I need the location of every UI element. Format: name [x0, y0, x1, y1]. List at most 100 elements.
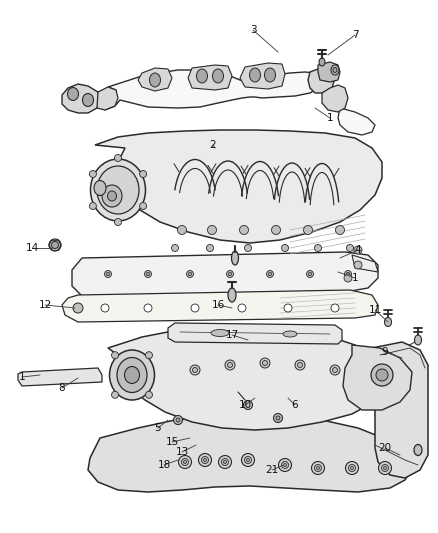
Ellipse shape [303, 225, 312, 235]
Ellipse shape [271, 225, 280, 235]
Ellipse shape [173, 416, 182, 424]
Text: 7: 7 [351, 30, 357, 40]
Polygon shape [321, 85, 347, 112]
Ellipse shape [283, 304, 291, 312]
Ellipse shape [268, 272, 271, 276]
Ellipse shape [294, 360, 304, 370]
Ellipse shape [221, 458, 228, 465]
Polygon shape [138, 68, 172, 91]
Text: 18: 18 [157, 460, 170, 470]
Ellipse shape [278, 458, 291, 472]
Ellipse shape [146, 272, 149, 276]
Ellipse shape [106, 272, 110, 276]
Ellipse shape [348, 464, 355, 472]
Ellipse shape [183, 461, 186, 464]
Ellipse shape [201, 456, 208, 464]
Polygon shape [108, 328, 384, 430]
Text: 20: 20 [378, 443, 391, 453]
Ellipse shape [353, 246, 361, 254]
Ellipse shape [223, 461, 226, 464]
Polygon shape [18, 368, 102, 386]
Polygon shape [307, 68, 334, 93]
Ellipse shape [297, 362, 302, 367]
Polygon shape [351, 255, 377, 272]
Ellipse shape [145, 352, 152, 359]
Ellipse shape [107, 191, 116, 201]
Ellipse shape [171, 245, 178, 252]
Ellipse shape [343, 274, 351, 282]
Text: 21: 21 [265, 465, 278, 475]
Ellipse shape [378, 462, 391, 474]
Ellipse shape [335, 225, 344, 235]
Text: 9: 9 [381, 347, 388, 357]
Ellipse shape [316, 466, 319, 470]
Ellipse shape [225, 360, 234, 370]
Ellipse shape [111, 391, 118, 398]
Text: 10: 10 [238, 400, 251, 410]
Ellipse shape [283, 331, 297, 337]
Polygon shape [342, 345, 411, 410]
Ellipse shape [259, 358, 269, 368]
Text: 5: 5 [154, 423, 161, 433]
Text: 1: 1 [19, 372, 25, 382]
Ellipse shape [226, 271, 233, 278]
Ellipse shape [264, 68, 275, 82]
Polygon shape [371, 342, 427, 478]
Text: 12: 12 [38, 300, 52, 310]
Ellipse shape [51, 241, 58, 248]
Ellipse shape [144, 271, 151, 278]
Ellipse shape [114, 155, 121, 161]
Polygon shape [72, 252, 377, 296]
Text: 16: 16 [211, 300, 224, 310]
Ellipse shape [413, 445, 421, 456]
Ellipse shape [139, 171, 146, 177]
Text: 11: 11 [367, 305, 381, 315]
Ellipse shape [346, 272, 349, 276]
Ellipse shape [332, 367, 337, 373]
Ellipse shape [413, 335, 420, 345]
Ellipse shape [181, 458, 188, 465]
Text: 15: 15 [165, 437, 178, 447]
Polygon shape [105, 70, 321, 110]
Ellipse shape [190, 365, 200, 375]
Ellipse shape [266, 271, 273, 278]
Ellipse shape [350, 466, 353, 470]
Ellipse shape [227, 288, 236, 302]
Ellipse shape [244, 245, 251, 252]
Ellipse shape [318, 58, 324, 66]
Ellipse shape [111, 352, 118, 359]
Ellipse shape [306, 271, 313, 278]
Ellipse shape [276, 416, 279, 420]
Ellipse shape [227, 362, 232, 367]
Ellipse shape [82, 93, 93, 107]
Text: 3: 3 [249, 25, 256, 35]
Ellipse shape [375, 369, 387, 381]
Text: 13: 13 [175, 447, 188, 457]
Polygon shape [337, 108, 374, 135]
Ellipse shape [89, 171, 96, 177]
Text: 6: 6 [291, 400, 298, 410]
Ellipse shape [117, 358, 147, 392]
Ellipse shape [249, 68, 260, 82]
Ellipse shape [94, 181, 106, 196]
Ellipse shape [211, 329, 229, 336]
Ellipse shape [228, 272, 231, 276]
Ellipse shape [344, 271, 351, 278]
Polygon shape [317, 62, 339, 82]
Ellipse shape [73, 303, 83, 313]
Ellipse shape [231, 251, 238, 265]
Ellipse shape [239, 225, 248, 235]
Ellipse shape [381, 464, 388, 472]
Ellipse shape [283, 464, 286, 466]
Ellipse shape [243, 400, 252, 409]
Polygon shape [95, 130, 381, 243]
Ellipse shape [370, 364, 392, 386]
Ellipse shape [281, 462, 288, 469]
Ellipse shape [307, 272, 311, 276]
Ellipse shape [198, 454, 211, 466]
Ellipse shape [330, 65, 338, 75]
Ellipse shape [49, 239, 61, 251]
Ellipse shape [346, 245, 353, 252]
Ellipse shape [311, 462, 324, 474]
Ellipse shape [241, 454, 254, 466]
